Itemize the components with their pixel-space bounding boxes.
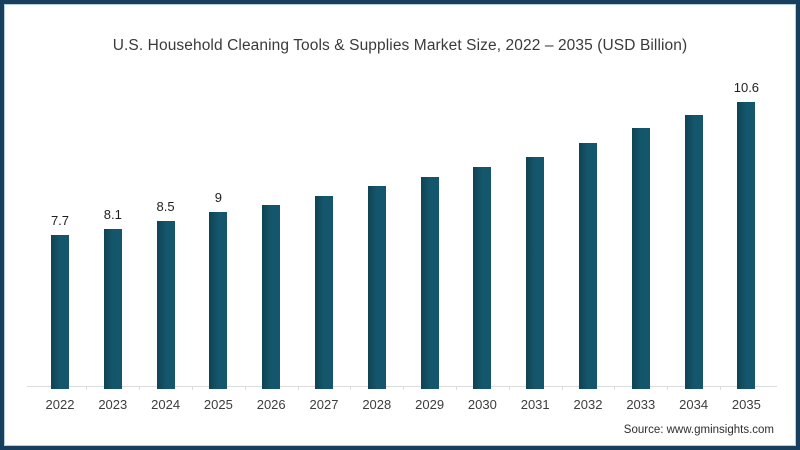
x-axis-tick-label: 2030: [467, 397, 497, 412]
axis-tick: [297, 386, 299, 390]
bar: [156, 221, 175, 389]
x-axis-tick-label: 2022: [45, 397, 75, 412]
bar: [473, 167, 492, 389]
x-axis-tick-label: 2031: [520, 397, 550, 412]
x-axis-tick-label: 2029: [415, 397, 445, 412]
axis-tick: [350, 386, 352, 390]
x-axis-line: [27, 386, 777, 387]
x-axis-tick-label: 2026: [256, 397, 286, 412]
x-axis-tick-label: 2023: [98, 397, 128, 412]
axis-tick: [614, 386, 616, 390]
bar: [737, 102, 756, 389]
bar-value-label: 8.5: [156, 199, 175, 214]
bar-value-label: 10.6: [733, 80, 760, 95]
axis-tick: [403, 386, 405, 390]
axis-tick: [139, 386, 141, 390]
bar: [579, 143, 597, 389]
bar: [209, 212, 228, 389]
bar: [51, 235, 69, 389]
x-axis-tick-label: 2025: [203, 397, 233, 412]
bar: [103, 229, 122, 389]
bar-chart: 7.7 2022 8.1 2023 8.5 2024 9 2025 2026 2027 2028 20…: [4, 4, 796, 446]
bar: [367, 186, 386, 389]
x-axis-tick-label: 2034: [679, 397, 709, 412]
axis-tick: [456, 386, 457, 390]
axis-tick: [667, 386, 669, 390]
source-attribution: Source: www.gminsights.com: [623, 424, 774, 436]
x-axis-tick-label: 2032: [573, 397, 603, 412]
bar: [315, 196, 333, 389]
bar: [631, 128, 650, 389]
axis-tick: [508, 386, 510, 390]
bar: [420, 177, 439, 389]
axis-tick: [720, 386, 721, 390]
bar-value-label: 9: [214, 190, 222, 205]
axis-tick: [192, 386, 193, 390]
axis-tick: [561, 386, 563, 390]
axis-tick: [244, 386, 246, 390]
x-axis-tick-label: 2028: [362, 397, 392, 412]
bar: [526, 157, 545, 389]
x-axis-tick-label: 2033: [626, 397, 656, 412]
x-axis-tick-label: 2024: [151, 397, 181, 412]
chart-title: U.S. Household Cleaning Tools & Supplies…: [112, 37, 688, 54]
axis-tick: [86, 386, 88, 390]
bar: [262, 205, 281, 389]
x-axis-tick-label: 2027: [309, 397, 339, 412]
bar-value-label: 7.7: [50, 213, 70, 228]
bar: [684, 115, 703, 389]
x-axis-tick-label: 2035: [731, 397, 761, 412]
bar-value-label: 8.1: [103, 207, 122, 222]
